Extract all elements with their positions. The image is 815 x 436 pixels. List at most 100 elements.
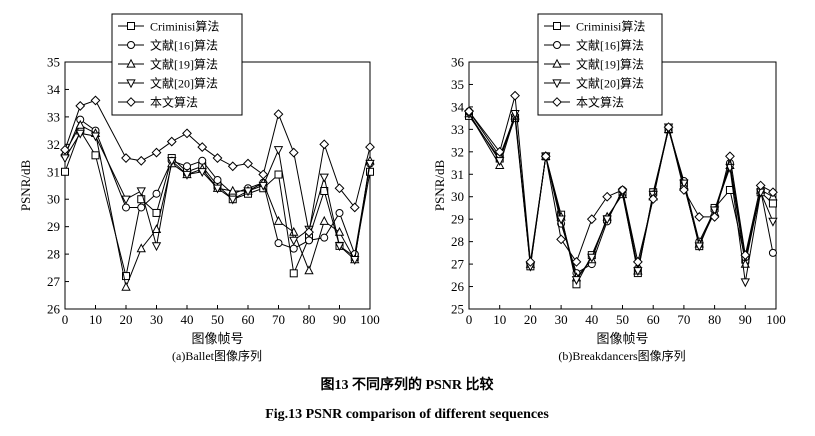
data-point [525, 256, 536, 267]
data-point [587, 253, 597, 263]
legend-label: 文献[19]算法 [150, 57, 218, 72]
data-point [273, 215, 284, 225]
data-point [289, 244, 298, 253]
y-tick-label: 25 [451, 302, 464, 317]
data-point [709, 212, 720, 222]
data-point [227, 161, 238, 172]
x-tick-label: 20 [524, 312, 537, 327]
legend-marker [127, 41, 135, 49]
data-point [768, 248, 777, 257]
data-point [136, 243, 146, 253]
legend-label: 本文算法 [576, 95, 624, 110]
data-point [273, 146, 284, 156]
data-point [121, 153, 131, 163]
x-tick-label: 10 [89, 312, 102, 327]
data-point [122, 203, 130, 212]
x-tick-label: 50 [211, 312, 224, 327]
chart-subtitle: (b)Breakdancers图像序列 [558, 348, 685, 363]
data-point [243, 158, 253, 169]
data-point [136, 187, 146, 197]
x-axis-label: 图像帧号 [191, 331, 243, 346]
data-point [648, 194, 659, 204]
legend-marker [126, 79, 136, 89]
x-tick-label: 100 [766, 312, 786, 327]
x-tick-label: 40 [585, 312, 598, 327]
y-axis-label: PSNR/dB [18, 160, 33, 212]
y-tick-label: 33 [47, 109, 60, 124]
data-point [633, 267, 643, 277]
legend-label: Criminisi算法 [576, 19, 645, 34]
data-point [319, 139, 330, 150]
data-point [61, 167, 69, 176]
legend-label: 本文算法 [150, 95, 198, 110]
data-point [151, 147, 162, 158]
series-0 [465, 111, 777, 289]
series-line [64, 129, 371, 277]
series-3 [60, 129, 375, 265]
x-tick-label: 0 [62, 312, 69, 327]
data-point [212, 184, 223, 194]
data-point [289, 226, 299, 236]
data-point [152, 208, 161, 217]
figure-caption-en: Fig.13 PSNR comparison of different sequ… [265, 407, 549, 422]
y-tick-label: 31 [47, 164, 60, 179]
data-point [60, 144, 70, 155]
legend-marker [553, 41, 561, 49]
x-tick-label: 10 [493, 312, 506, 327]
data-point [494, 146, 505, 157]
data-point [137, 203, 146, 212]
y-tick-label: 34 [451, 99, 465, 114]
x-tick-label: 90 [333, 312, 346, 327]
data-point [510, 90, 520, 101]
data-point [768, 217, 778, 227]
data-point [304, 265, 314, 275]
data-point [740, 250, 751, 261]
data-point [632, 256, 643, 267]
y-tick-label: 35 [47, 55, 60, 70]
figure-caption-cn: 图13 不同序列的 PSNR 比较 [320, 376, 493, 393]
data-point [289, 236, 299, 246]
data-point [335, 208, 344, 217]
data-point [755, 180, 766, 191]
data-point [495, 157, 505, 167]
data-point [602, 215, 612, 225]
x-tick-label: 90 [739, 312, 752, 327]
data-point [75, 101, 86, 111]
y-tick-label: 32 [451, 144, 464, 159]
legend-marker [126, 97, 136, 107]
data-point [289, 269, 298, 278]
y-tick-label: 29 [47, 219, 60, 234]
data-point [319, 215, 329, 225]
legend-marker [552, 58, 562, 68]
data-point [258, 181, 268, 191]
series-4 [464, 90, 778, 267]
data-point [152, 189, 161, 198]
y-tick-label: 36 [451, 55, 465, 70]
data-point [571, 256, 582, 267]
data-point [586, 214, 597, 225]
chart-subtitle: (a)Ballet图像序列 [172, 348, 262, 363]
data-point [167, 157, 177, 167]
legend-marker [127, 22, 135, 30]
chart-breakdancers: 0 10 20 30 40 50 60 70 80 90 100 25 26 27 28 29 30 31 32 33… [432, 13, 786, 363]
data-point [183, 162, 191, 171]
data-point [334, 183, 345, 194]
data-point [273, 109, 284, 120]
legend-marker [126, 58, 136, 68]
y-tick-label: 26 [451, 279, 465, 294]
y-tick-label: 30 [451, 189, 464, 204]
data-point [556, 215, 566, 225]
data-point [304, 227, 314, 238]
legend-label: 文献[19]算法 [576, 57, 644, 72]
y-tick-label: 28 [451, 234, 464, 249]
data-point [768, 187, 778, 198]
data-point [91, 151, 100, 160]
data-point [121, 281, 131, 291]
data-point [694, 212, 705, 222]
data-point [320, 233, 329, 242]
data-point [319, 173, 329, 183]
data-point [365, 142, 375, 152]
legend-label: 文献[20]算法 [576, 76, 644, 91]
data-point [198, 156, 207, 165]
y-tick-label: 33 [451, 122, 464, 137]
